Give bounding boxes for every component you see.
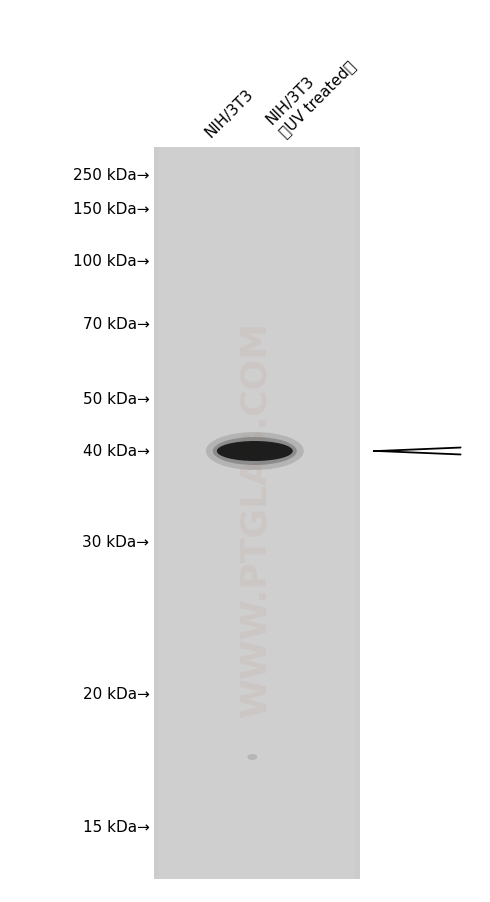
Text: 100 kDa→: 100 kDa→ xyxy=(73,254,149,269)
Text: 30 kDa→: 30 kDa→ xyxy=(82,535,149,550)
Ellipse shape xyxy=(213,437,297,465)
Ellipse shape xyxy=(247,754,257,760)
Text: 40 kDa→: 40 kDa→ xyxy=(83,444,149,459)
Ellipse shape xyxy=(206,433,304,471)
Text: 15 kDa→: 15 kDa→ xyxy=(83,820,149,834)
Bar xyxy=(154,148,360,879)
Text: 20 kDa→: 20 kDa→ xyxy=(83,686,149,702)
Text: NIH/3T3: NIH/3T3 xyxy=(202,86,257,140)
Text: WWW.PTGLAB.COM: WWW.PTGLAB.COM xyxy=(239,321,273,716)
Text: 250 kDa→: 250 kDa→ xyxy=(73,167,149,182)
Text: 50 kDa→: 50 kDa→ xyxy=(83,392,149,407)
Text: 70 kDa→: 70 kDa→ xyxy=(83,318,149,332)
Text: NIH/3T3
（UV treated）: NIH/3T3 （UV treated） xyxy=(264,46,358,140)
Ellipse shape xyxy=(217,441,293,462)
Bar xyxy=(159,148,355,879)
Text: 150 kDa→: 150 kDa→ xyxy=(73,202,149,217)
